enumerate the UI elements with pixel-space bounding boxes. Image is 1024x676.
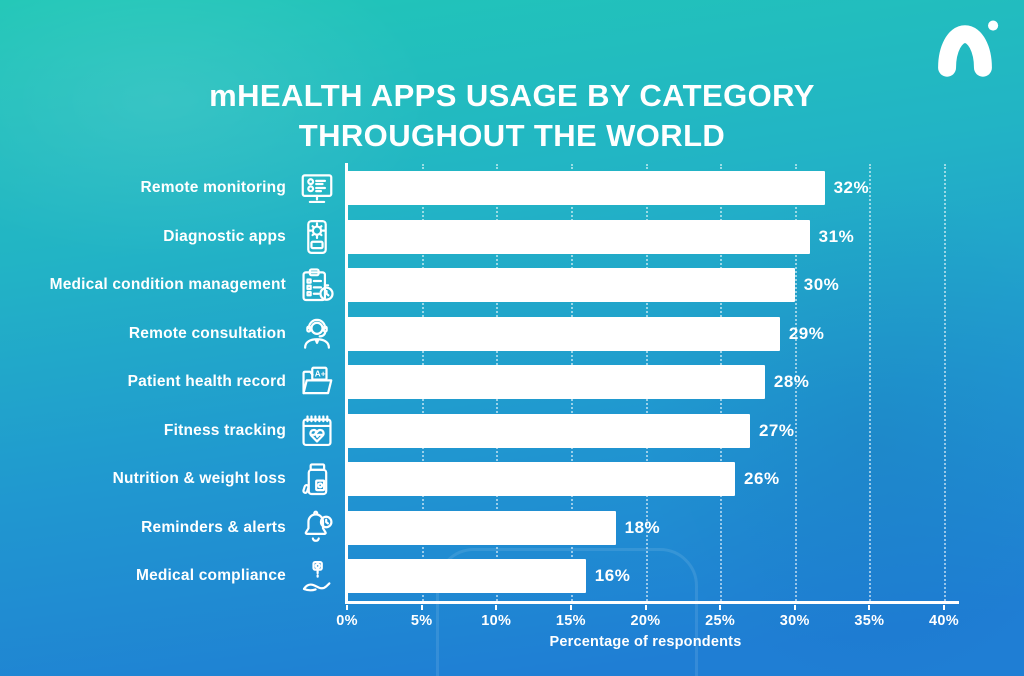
- bar-area: 26%: [347, 462, 944, 497]
- tick-label: 0%: [336, 613, 358, 629]
- category-label: Patient health record: [127, 373, 286, 391]
- tick-mark: [793, 605, 796, 610]
- health-record-icon: A+: [286, 363, 347, 401]
- bar-value: 30%: [803, 275, 840, 295]
- appinventiv-logo: [926, 10, 1004, 78]
- background-texture: [0, 0, 440, 260]
- bar-area: 28%: [347, 365, 944, 400]
- background-phone-outline: [436, 548, 698, 676]
- chart-row: Remote monitoring 32%: [0, 164, 1024, 213]
- bar: [347, 510, 616, 545]
- chart-row: Patient health record A+ 28%: [0, 358, 1024, 407]
- diagnostic-apps-icon: [286, 218, 347, 256]
- tick-mark: [868, 605, 871, 610]
- bar-value: 26%: [744, 469, 780, 489]
- bar-area: 29%: [347, 316, 944, 351]
- bar: [347, 559, 586, 594]
- chart-row: Medical condition management 30%: [0, 261, 1024, 310]
- y-axis-line: [345, 163, 348, 604]
- bar-area: 18%: [347, 510, 944, 545]
- compliance-icon: [286, 557, 347, 595]
- tick-label: 15%: [555, 613, 586, 629]
- nutrition-icon: [286, 460, 347, 498]
- bar: [347, 219, 810, 254]
- bar-value: 32%: [833, 178, 870, 198]
- bar: [347, 316, 780, 351]
- category-label: Reminders & alerts: [141, 518, 286, 536]
- bar: [347, 462, 736, 497]
- gridline: [944, 164, 946, 601]
- title-line-2: THROUGHOUT THE WORLD: [298, 118, 726, 153]
- bar: [347, 365, 765, 400]
- bar-chart: Remote monitoring 32% Diagnostic apps 31…: [0, 163, 1024, 674]
- reminders-icon: [286, 509, 347, 547]
- x-axis-title: Percentage of respondents: [549, 634, 742, 650]
- tick-label: 40%: [929, 613, 959, 629]
- chart-row: Reminders & alerts 18%: [0, 504, 1024, 553]
- category-label: Remote consultation: [128, 324, 286, 342]
- remote-consultation-icon: [286, 315, 347, 353]
- x-axis-ticks: 0% 5% 10% 15% 20% 25% 30% 35% 40%: [336, 601, 959, 641]
- condition-management-icon: [286, 266, 347, 304]
- chart-row: Diagnostic apps 31%: [0, 213, 1024, 262]
- category-label: Medical condition management: [49, 276, 286, 294]
- chart-rows: Remote monitoring 32% Diagnostic apps 31…: [0, 164, 1024, 601]
- bar-area: 16%: [347, 559, 944, 594]
- x-axis-line: [345, 601, 959, 604]
- chart-row: Remote consultation 29%: [0, 310, 1024, 359]
- tick-mark: [420, 605, 423, 610]
- tick-mark: [719, 605, 722, 610]
- tick-mark: [346, 605, 348, 610]
- chart-row: Nutrition & weight loss 26%: [0, 455, 1024, 504]
- bar-value: 16%: [594, 566, 631, 586]
- remote-monitoring-icon: [286, 169, 347, 207]
- bar: [347, 413, 750, 448]
- title-line-1: mHEALTH APPS USAGE BY CATEGORY: [209, 78, 815, 113]
- bar: [347, 171, 825, 206]
- gridline: [869, 164, 872, 601]
- tick-label: 30%: [779, 613, 810, 629]
- bar-value: 28%: [773, 372, 810, 392]
- bar-value: 31%: [818, 226, 855, 246]
- category-label: Nutrition & weight loss: [112, 470, 286, 488]
- chart-row: Fitness tracking 27%: [0, 407, 1024, 456]
- bar-area: 30%: [347, 268, 944, 303]
- tick-label: 5%: [410, 613, 433, 629]
- bar-value: 29%: [788, 323, 825, 343]
- category-label: Fitness tracking: [163, 421, 286, 439]
- bar-area: 27%: [347, 413, 944, 448]
- category-label: Diagnostic apps: [163, 227, 286, 245]
- category-label: Remote monitoring: [140, 179, 286, 197]
- gridline: [794, 164, 797, 601]
- bar-area: 32%: [347, 171, 944, 206]
- tick-mark: [569, 605, 572, 610]
- tick-label: 10%: [481, 613, 512, 629]
- bar-area: 31%: [347, 219, 944, 254]
- fitness-tracking-icon: [286, 412, 347, 450]
- tick-label: 35%: [854, 613, 885, 629]
- logo-icon: [938, 20, 999, 77]
- tick-mark: [943, 605, 945, 610]
- category-label: Medical compliance: [135, 567, 286, 585]
- tick-mark: [495, 605, 498, 610]
- bar-value: 27%: [758, 420, 795, 440]
- tick-label: 20%: [630, 613, 661, 629]
- tick-label: 25%: [705, 613, 736, 629]
- tick-mark: [644, 605, 647, 610]
- svg-text:A+: A+: [314, 370, 325, 379]
- bar: [347, 268, 795, 303]
- page-title: mHEALTH APPS USAGE BY CATEGORY THROUGHOU…: [0, 76, 1024, 156]
- bar-value: 18%: [624, 517, 661, 537]
- chart-row: Medical compliance 16%: [0, 552, 1024, 601]
